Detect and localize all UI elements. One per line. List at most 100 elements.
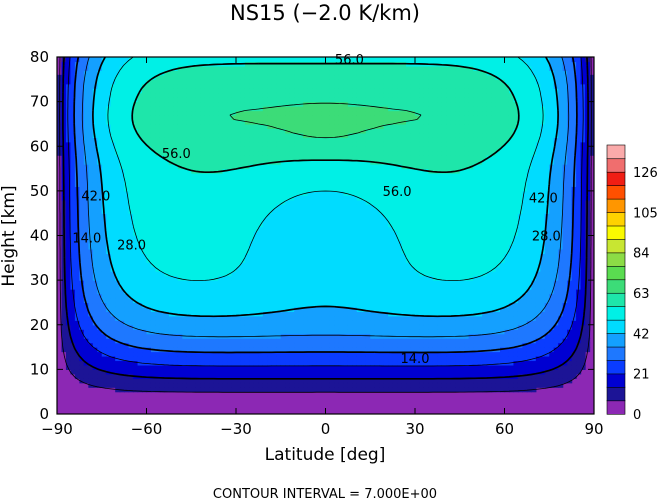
contour-fill-cell bbox=[262, 364, 268, 370]
contour-fill-cell bbox=[195, 364, 201, 370]
contour-fill-cell bbox=[325, 226, 331, 232]
contour-fill-cell bbox=[115, 141, 121, 147]
contour-fill-cell bbox=[294, 355, 300, 362]
contour-fill-cell bbox=[258, 146, 264, 152]
contour-fill-cell bbox=[97, 97, 103, 103]
contour-fill-cell bbox=[191, 369, 197, 375]
contour-fill-cell bbox=[218, 74, 224, 80]
contour-fill-cell bbox=[83, 173, 89, 179]
contour-fill-cell bbox=[168, 83, 174, 89]
contour-fill-cell bbox=[182, 235, 188, 241]
contour-fill-cell bbox=[271, 297, 277, 304]
contour-fill-cell bbox=[227, 150, 233, 156]
contour-fill-cell bbox=[155, 262, 161, 268]
contour-fill-cell bbox=[253, 195, 259, 201]
contour-fill-cell bbox=[231, 190, 237, 196]
contour-fill-cell bbox=[173, 150, 179, 156]
contour-fill-cell bbox=[249, 177, 255, 183]
contour-fill-cell bbox=[133, 262, 139, 268]
contour-fill-cell bbox=[218, 186, 224, 192]
contour-fill-cell bbox=[321, 195, 327, 201]
contour-fill-cell bbox=[186, 275, 192, 281]
contour-fill-cell bbox=[222, 239, 228, 246]
contour-fill-cell bbox=[124, 92, 130, 98]
contour-fill-cell bbox=[209, 306, 215, 312]
contour-fill-cell bbox=[267, 119, 273, 125]
contour-fill-cell bbox=[294, 173, 300, 179]
contour-fill-cell bbox=[65, 231, 72, 237]
contour-fill-cell bbox=[298, 70, 304, 76]
contour-fill-cell bbox=[182, 306, 188, 312]
contour-fill-cell bbox=[347, 146, 353, 152]
contour-fill-cell bbox=[262, 284, 268, 290]
contour-fill-cell bbox=[110, 195, 116, 201]
contour-fill-cell bbox=[65, 351, 72, 357]
contour-fill-cell bbox=[159, 373, 165, 379]
contour-fill-cell bbox=[298, 360, 304, 366]
contour-fill-cell bbox=[329, 369, 336, 375]
contour-fill-cell bbox=[124, 213, 130, 219]
contour-fill-cell bbox=[128, 132, 134, 138]
contour-fill-cell bbox=[285, 239, 291, 246]
contour-fill-cell bbox=[298, 150, 304, 156]
contour-fill-cell bbox=[83, 347, 89, 353]
contour-fill-cell bbox=[106, 271, 112, 277]
contour-fill-cell bbox=[173, 137, 179, 143]
contour-fill-cell bbox=[289, 173, 295, 179]
contour-fill-cell bbox=[338, 181, 344, 188]
contour-fill-cell bbox=[204, 110, 210, 116]
contour-fill-cell bbox=[334, 369, 340, 375]
contour-fill-cell bbox=[258, 289, 264, 295]
contour-fill-cell bbox=[159, 378, 165, 384]
contour-fill-cell bbox=[61, 115, 67, 121]
contour-fill-cell bbox=[204, 186, 210, 192]
contour-fill-cell bbox=[236, 74, 242, 80]
contour-fill-cell bbox=[133, 320, 139, 326]
contour-fill-cell bbox=[253, 204, 259, 210]
contour-fill-cell bbox=[146, 231, 152, 237]
contour-fill-cell bbox=[325, 369, 331, 375]
contour-fill-cell bbox=[191, 324, 197, 330]
contour-fill-cell bbox=[173, 70, 179, 76]
contour-fill-cell bbox=[231, 97, 237, 103]
contour-fill-cell bbox=[298, 57, 304, 63]
contour-fill-cell bbox=[236, 159, 242, 165]
contour-fill-cell bbox=[312, 364, 318, 370]
contour-fill-cell bbox=[128, 320, 134, 326]
contour-fill-cell bbox=[307, 137, 313, 143]
contour-fill-cell bbox=[316, 208, 322, 214]
contour-fill-cell bbox=[244, 88, 251, 94]
contour-fill-cell bbox=[168, 115, 174, 121]
contour-fill-cell bbox=[159, 150, 165, 156]
contour-fill-cell bbox=[231, 364, 237, 370]
contour-fill-cell bbox=[262, 159, 268, 165]
contour-fill-cell bbox=[249, 106, 255, 112]
contour-fill-cell bbox=[307, 226, 313, 232]
contour-fill-cell bbox=[195, 342, 201, 348]
contour-fill-cell bbox=[173, 164, 179, 170]
contour-fill-cell bbox=[249, 83, 255, 89]
contour-fill-cell bbox=[240, 132, 246, 138]
contour-fill-cell bbox=[65, 297, 72, 304]
contour-fill-cell bbox=[186, 213, 192, 219]
contour-fill-cell bbox=[124, 320, 130, 326]
contour-fill-cell bbox=[294, 226, 300, 232]
contour-fill-cell bbox=[307, 222, 313, 228]
contour-fill-cell bbox=[227, 355, 233, 362]
contour-fill-cell bbox=[307, 302, 313, 308]
contour-fill-cell bbox=[70, 74, 76, 80]
contour-fill-cell bbox=[222, 186, 228, 192]
contour-fill-cell bbox=[106, 150, 112, 156]
contour-fill-cell bbox=[182, 360, 188, 366]
contour-fill-cell bbox=[316, 217, 322, 223]
contour-fill-cell bbox=[209, 57, 215, 63]
contour-fill-cell bbox=[352, 70, 358, 76]
contour-fill-cell bbox=[262, 347, 268, 353]
contour-fill-cell bbox=[276, 266, 282, 272]
contour-fill-cell bbox=[173, 101, 179, 107]
contour-fill-cell bbox=[115, 168, 121, 174]
contour-fill-cell bbox=[267, 88, 273, 94]
contour-fill-cell bbox=[329, 297, 336, 304]
contour-fill-cell bbox=[79, 311, 85, 317]
contour-fill-cell bbox=[312, 257, 318, 263]
